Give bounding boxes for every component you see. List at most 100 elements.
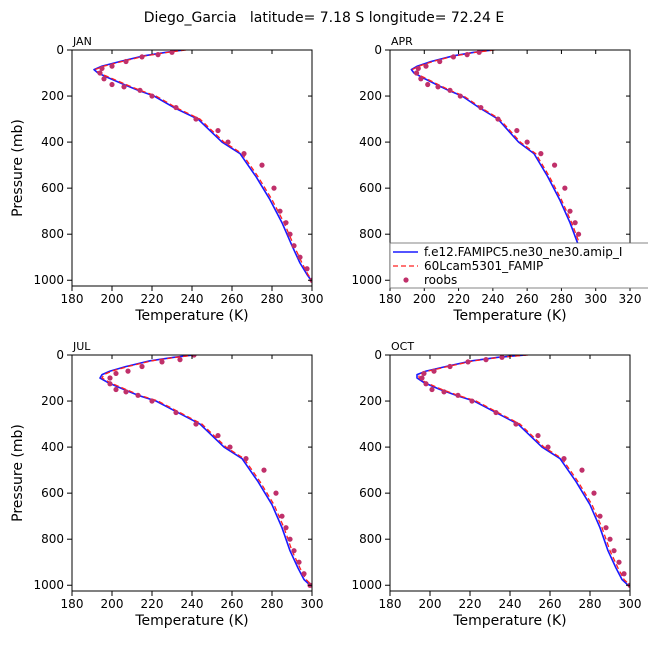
roobs-point — [441, 389, 447, 395]
roobs-point — [423, 63, 429, 69]
roobs-point — [476, 50, 482, 55]
panel-jan: 180 200 220 240 260 280 300 0 200 400 600 800 1000 JA… — [10, 35, 323, 324]
roobs-point — [215, 432, 221, 439]
x-tick-label: 280 — [261, 597, 284, 611]
x-tick-label: 300 — [619, 597, 642, 611]
x-tick-label: 300 — [301, 597, 324, 611]
roobs-point — [241, 151, 247, 157]
y-tick-label: 800 — [41, 227, 64, 241]
roobs-point — [435, 84, 441, 90]
roobs-point — [457, 93, 463, 99]
x-tick-label: 300 — [301, 292, 324, 306]
roobs-point — [125, 368, 131, 374]
x-tick-label: 180 — [379, 597, 402, 611]
roobs-point — [109, 81, 115, 88]
y-tick-label: 600 — [359, 181, 382, 195]
figure-title: Diego_Garcia latitude= 7.18 S longitude=… — [144, 10, 505, 26]
y-tick-label: 600 — [359, 486, 382, 500]
roobs-point — [173, 104, 179, 111]
roobs-point — [621, 571, 627, 577]
x-axis-label: Temperature (K) — [134, 308, 248, 324]
x-tick-label: 240 — [499, 597, 522, 611]
roobs-point — [193, 421, 199, 427]
legend-entry-label: f.e12.FAMIPC5.ne30_ne30.amip_I — [424, 245, 622, 259]
x-tick-label: 280 — [261, 292, 284, 306]
x-tick-label: 180 — [61, 292, 84, 306]
panels-group: 180 200 220 240 260 280 300 0 200 400 600 800 1000 JA… — [10, 35, 648, 629]
x-tick-label: 260 — [539, 597, 562, 611]
roobs-point — [191, 355, 197, 358]
roobs-point — [465, 359, 471, 365]
roobs-point — [107, 381, 113, 387]
roobs-point — [455, 392, 461, 398]
x-tick-label: 240 — [181, 292, 204, 306]
x-axis-label: Temperature (K) — [452, 308, 566, 324]
series-group — [416, 355, 630, 588]
roobs-point — [169, 50, 175, 55]
y-tick-label: 600 — [41, 486, 64, 500]
roobs-point — [415, 65, 421, 72]
roobs-point — [297, 254, 303, 260]
x-tick-label: 280 — [579, 597, 602, 611]
panel-oct: 180 200 220 240 260 280 300 0 200 400 600 800 1000 OC… — [351, 340, 641, 629]
roobs-point — [121, 84, 127, 90]
x-tick-label: 240 — [181, 597, 204, 611]
model-line-solid — [416, 355, 629, 586]
roobs-point — [597, 513, 603, 519]
roobs-point — [514, 127, 520, 134]
y-axis-label: Pressure (mb) — [10, 119, 26, 217]
roobs-point — [279, 513, 285, 519]
y-tick-label: 0 — [374, 43, 382, 57]
y-tick-label: 0 — [374, 348, 382, 362]
roobs-point — [304, 266, 310, 272]
legend-box — [389, 242, 648, 289]
roobs-point — [193, 116, 199, 122]
roobs-point — [149, 398, 155, 404]
y-tick-label: 400 — [41, 440, 64, 454]
roobs-point — [545, 444, 551, 450]
roobs-point — [419, 375, 425, 381]
x-tick-label: 220 — [141, 597, 164, 611]
roobs-point — [575, 231, 582, 237]
x-tick-label: 260 — [221, 292, 244, 306]
legend-entry-label: 60Lcam5301_FAMIP — [424, 259, 543, 273]
series-group — [99, 355, 312, 588]
roobs-point — [535, 432, 541, 439]
roobs-point — [524, 139, 530, 145]
y-tick-label: 1000 — [33, 578, 64, 592]
roobs-point — [101, 76, 107, 82]
roobs-point — [137, 87, 143, 93]
roobs-point — [616, 559, 622, 565]
roobs-point — [139, 363, 145, 370]
plot-frame — [71, 49, 313, 287]
plot-frame — [389, 354, 631, 592]
x-tick-label: 180 — [379, 292, 402, 306]
model-line-dashed — [94, 50, 312, 281]
roobs-point — [97, 70, 103, 76]
y-tick-label: 200 — [41, 89, 64, 103]
y-tick-label: 400 — [359, 135, 382, 149]
roobs-point — [418, 76, 424, 82]
y-tick-label: 200 — [359, 89, 382, 103]
y-tick-label: 0 — [56, 348, 64, 362]
roobs-point — [572, 220, 578, 226]
y-tick-label: 200 — [41, 394, 64, 408]
roobs-point — [159, 359, 165, 365]
roobs-point — [155, 52, 161, 58]
roobs-point — [495, 116, 501, 122]
legend-entry-label: roobs — [424, 273, 457, 287]
roobs-point — [499, 355, 505, 360]
y-tick-label: 1000 — [351, 578, 382, 592]
roobs-point — [259, 162, 265, 168]
x-tick-label: 240 — [481, 292, 504, 306]
y-tick-label: 800 — [41, 532, 64, 546]
legend-swatch-dot — [403, 277, 409, 283]
roobs-point — [291, 243, 297, 249]
roobs-point — [493, 409, 499, 416]
roobs-point — [283, 220, 289, 226]
y-tick-label: 1000 — [351, 273, 382, 287]
x-axis-label: Temperature (K) — [134, 613, 248, 629]
roobs-point — [139, 54, 145, 60]
roobs-point — [413, 70, 420, 76]
